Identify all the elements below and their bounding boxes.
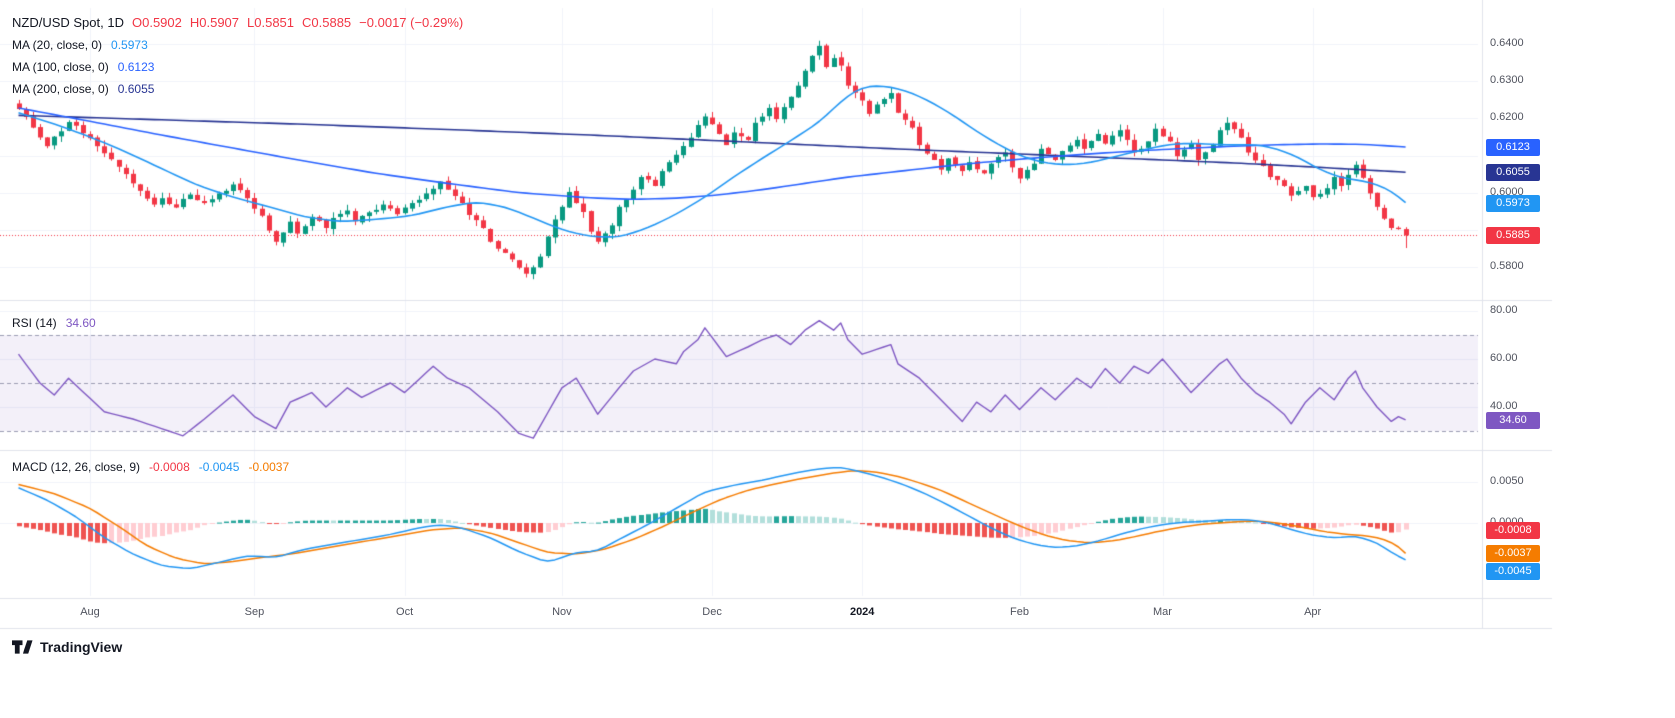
rsi-legend-value: 34.60 [65,316,96,330]
ma100-legend-value: 0.6123 [117,60,155,74]
macd-legend: MACD (12, 26, close, 9) -0.0008 -0.0045 -0.… [12,456,289,478]
ma200-legend-value: 0.6055 [117,82,155,96]
tradingview-logo[interactable]: TradingView [12,638,122,656]
ohlc-high: H0.5907 [189,15,240,30]
rsi-axis-tick: 40.00 [1490,400,1518,412]
time-axis-label-Feb: Feb [1010,606,1029,618]
time-axis-label-Aug: Aug [80,606,100,618]
price-axis-tick: 0.6000 [1490,185,1524,198]
ma200-legend-label[interactable]: MA (200, close, 0) [12,82,109,96]
price-axis[interactable]: 0.6400 0.6300 0.6200 0.6000 0.5800 80.00 60.00… [1483,0,1575,598]
macd-legend-signal-value: -0.0037 [248,460,290,474]
time-axis[interactable]: Aug Sep Oct Nov Dec 2024 Feb Mar Apr [0,598,1552,628]
price-label-ma100: 0.6123 [1486,138,1540,156]
ohlc-low: L0.5851 [247,15,295,30]
price-axis-tick: 0.6200 [1490,111,1524,124]
rsi-legend-label[interactable]: RSI (14) [12,316,57,330]
tradingview-logo-icon [12,640,33,654]
price-axis-tick: 0.6400 [1490,37,1524,49]
rsi-axis-tick: 60.00 [1490,352,1518,364]
rsi-axis-tick: 80.00 [1490,304,1518,316]
price-label-price: 0.5885 [1486,227,1540,245]
symbol-title[interactable]: NZD/USD Spot, 1D [12,15,124,30]
price-label-ma200: 0.6055 [1486,164,1540,182]
time-axis-label-Apr: Apr [1304,606,1322,618]
price-label-ma20: 0.5973 [1486,194,1540,212]
ma20-legend-label[interactable]: MA (20, close, 0) [12,38,103,52]
price-label-histogram: -0.0008 [1486,521,1540,539]
time-axis-label-Dec: Dec [702,606,722,618]
macd-legend-hist-value: -0.0008 [149,460,190,474]
macd-legend-label[interactable]: MACD (12, 26, close, 9) [12,460,141,474]
price-axis-tick: 0.5800 [1490,260,1524,272]
time-axis-label-2024: 2024 [849,606,875,618]
price-label-signal: -0.0037 [1486,545,1540,563]
ma100-legend-label[interactable]: MA (100, close, 0) [12,60,109,74]
rsi-legend: RSI (14) 34.60 [12,312,96,334]
macd-axis-tick: 0.0050 [1490,475,1524,487]
price-axis-tick: 0.6300 [1490,74,1524,87]
time-axis-label-Sep: Sep [244,606,265,618]
ma20-legend-value: 0.5973 [111,38,148,52]
price-label-rsi: 34.60 [1486,411,1540,429]
ohlc-close: C0.5885 [302,15,352,30]
ohlc-open: O0.5902 [131,15,182,30]
time-axis-label-Mar: Mar [1153,606,1172,618]
ohlc-change: −0.0017 (−0.29%) [359,15,464,30]
macd-legend-macd-value: -0.0045 [198,460,240,474]
time-axis-label-Nov: Nov [552,606,572,618]
tradingview-logo-text: TradingView [40,639,123,655]
main-chart-legend: NZD/USD Spot, 1D O0.5902 H0.5907 L0.5851 C0.… [12,12,463,100]
time-axis-label-Oct: Oct [396,606,414,618]
price-label-macd: -0.0045 [1486,563,1540,581]
